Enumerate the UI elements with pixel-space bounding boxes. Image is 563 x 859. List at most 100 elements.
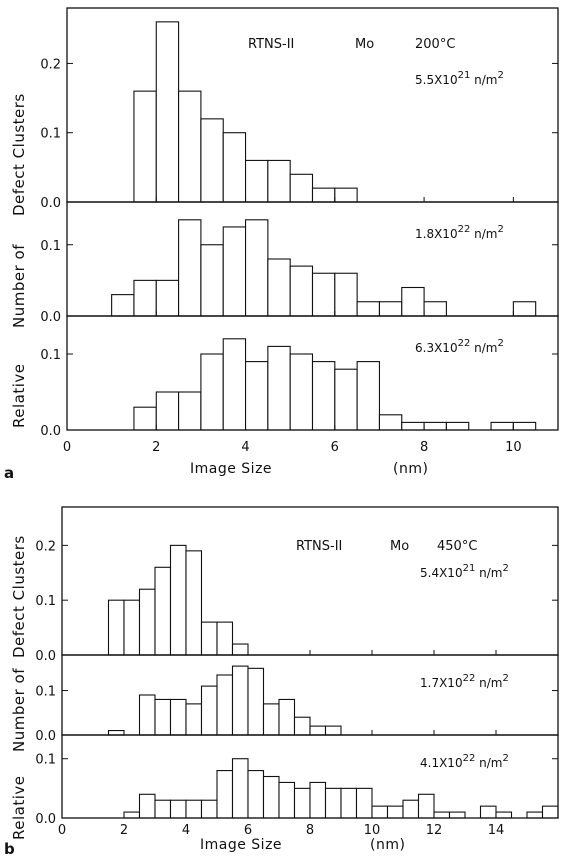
- fluence-label: 1.8X1022 n/m2: [415, 224, 504, 241]
- figure-a-title-material: Mo: [355, 37, 374, 52]
- bar: [278, 781, 296, 819]
- y-tick-label: 0.2: [35, 539, 56, 554]
- figure-a-ylabel-defect-clusters: Defect Clusters: [10, 93, 28, 216]
- bar: [222, 132, 247, 203]
- bar: [278, 698, 296, 736]
- figure-a-panel-2: 0.0 0.1 1.8X1022 n/m2: [40, 201, 559, 325]
- bar: [200, 799, 218, 819]
- x-tick-label: 6: [331, 440, 339, 455]
- figure-a-title-temperature: 200°C: [415, 37, 455, 52]
- bar: [512, 421, 537, 431]
- bar: [262, 775, 280, 819]
- bar: [169, 799, 187, 819]
- bar: [371, 805, 389, 819]
- figure-a-x-axis: 0 2 4 6 8 10: [63, 440, 522, 455]
- panel-frame: [66, 315, 559, 431]
- x-tick-label: 4: [241, 440, 249, 455]
- bar: [178, 391, 202, 431]
- bar: [311, 361, 336, 431]
- x-tick-label: 8: [306, 823, 314, 838]
- figure-b-x-axis-label: Image Size: [200, 837, 282, 853]
- y-tick-label: 0.0: [35, 729, 56, 744]
- bar: [311, 187, 336, 203]
- figure-a-ylabel-relative: Relative: [10, 364, 28, 429]
- figure-a-letter: a: [4, 464, 14, 482]
- bar: [401, 421, 425, 431]
- bar: [222, 338, 247, 431]
- bar: [526, 811, 544, 819]
- x-tick-label: 14: [488, 823, 505, 838]
- bar: [340, 787, 358, 819]
- x-tick-label: 0: [58, 823, 66, 838]
- bar: [200, 685, 218, 736]
- figure-a-title: RTNS-II Mo 200°C: [248, 37, 455, 52]
- bar: [289, 265, 314, 317]
- figure-a-y-axis-label: Relative Number of Defect Clusters: [10, 93, 28, 428]
- bar: [293, 716, 311, 736]
- bar: [356, 301, 381, 317]
- bar: [334, 187, 358, 203]
- x-tick-label: 2: [120, 823, 128, 838]
- bar: [512, 301, 537, 317]
- x-tick-label: 0: [63, 440, 71, 455]
- x-tick-label: 4: [182, 823, 190, 838]
- x-tick-label: 12: [426, 823, 443, 838]
- bar: [216, 621, 234, 656]
- bar: [289, 353, 314, 431]
- bar: [324, 787, 342, 819]
- bar: [200, 621, 218, 656]
- bar: [334, 368, 358, 431]
- bar: [216, 674, 234, 736]
- bar: [445, 421, 470, 431]
- figure-a-panel-3: 0.0 0.1 6.3X1022 n/m2: [40, 315, 559, 439]
- bar: [355, 787, 373, 819]
- bar: [448, 811, 466, 819]
- bar: [247, 770, 265, 819]
- fluence-label: 1.7X1022 n/m2: [420, 673, 509, 690]
- figure-a-ylabel-number-of: Number of: [10, 244, 28, 328]
- figure-b-x-axis: 0 2 4 6 8 10 12 14: [58, 823, 504, 838]
- bar: [200, 118, 224, 203]
- bar: [185, 550, 203, 656]
- figure-b-panel-3: 0.0 0.1 4.1X1022 n/m2: [35, 734, 559, 827]
- bar: [178, 90, 202, 203]
- x-tick-label: 10: [505, 440, 522, 455]
- bar: [244, 361, 269, 431]
- bar: [356, 361, 381, 431]
- bar: [386, 805, 404, 819]
- figure-b-title-material: Mo: [390, 539, 409, 554]
- y-tick-label: 0.1: [40, 239, 61, 254]
- bar: [133, 279, 157, 317]
- bar: [267, 345, 291, 431]
- figure-a-x-axis-unit: (nm): [393, 461, 428, 477]
- bar: [111, 294, 135, 317]
- figure-b-panel-1: 0.0 0.1 0.2 5.4X1021 n/m2: [35, 506, 559, 664]
- bar: [133, 90, 157, 203]
- bar: [401, 286, 425, 317]
- bar: [490, 421, 514, 431]
- y-tick-label: 0.0: [40, 310, 61, 325]
- x-tick-label: 6: [244, 823, 252, 838]
- bar: [244, 159, 269, 203]
- bar: [311, 272, 336, 317]
- bar: [309, 725, 327, 736]
- figure-b-title-temperature: 450°C: [437, 539, 477, 554]
- y-tick-label: 0.1: [35, 594, 56, 609]
- fluence-label: 5.4X1021 n/m2: [420, 563, 509, 580]
- bar: [231, 643, 249, 656]
- figure-b-x-axis-unit: (nm): [370, 837, 405, 853]
- x-tick-label: 2: [152, 440, 160, 455]
- bar: [154, 799, 172, 819]
- bar: [138, 588, 156, 656]
- figure-a-x-axis-label: Image Size: [190, 461, 272, 477]
- bar: [289, 173, 314, 203]
- bar: [267, 258, 291, 317]
- bar: [123, 811, 141, 819]
- figure-a-title-source: RTNS-II: [248, 37, 294, 52]
- bar: [417, 793, 435, 819]
- bar: [107, 599, 125, 656]
- figure-b-title-source: RTNS-II: [296, 539, 342, 554]
- figure-b-ylabel-number-of: Number of: [10, 668, 28, 752]
- y-tick-label: 0.1: [35, 753, 56, 768]
